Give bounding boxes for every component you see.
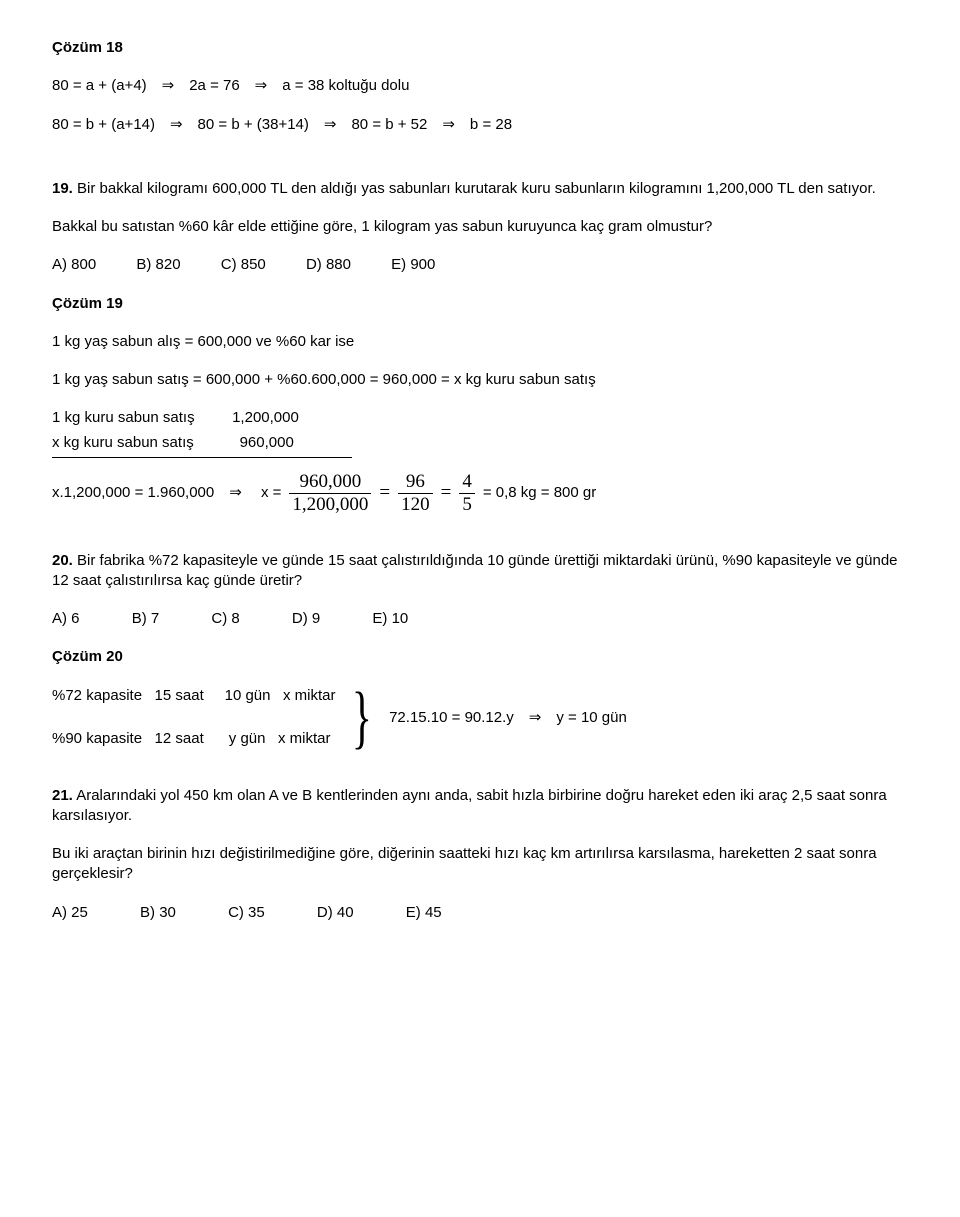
question-21-number: 21. bbox=[52, 787, 73, 804]
option-d: D) 9 bbox=[292, 610, 320, 627]
option-a: A) 6 bbox=[52, 610, 80, 627]
question-19-options: A) 800 B) 820 C) 850 D) 880 E) 900 bbox=[52, 255, 908, 275]
solution-20-title: Çözüm 20 bbox=[52, 647, 908, 667]
solution-20-row-1: %72 kapasite 15 saat 10 gün x miktar bbox=[52, 686, 335, 706]
fraction-3: 4 5 bbox=[459, 472, 475, 515]
option-e: E) 900 bbox=[391, 256, 435, 273]
right-brace-icon: } bbox=[352, 686, 372, 750]
question-20-text-a: 20. Bir fabrika %72 kapasiteyle ve günde… bbox=[52, 551, 908, 592]
option-b: B) 7 bbox=[132, 610, 160, 627]
option-b: B) 30 bbox=[140, 904, 176, 921]
solution-20-result: 72.15.10 = 90.12.y ⇒ y = 10 gün bbox=[389, 708, 627, 728]
option-e: E) 45 bbox=[406, 904, 442, 921]
fraction-2: 96 120 bbox=[398, 472, 433, 515]
calc-divider bbox=[52, 457, 352, 458]
solution-19-line-2: 1 kg yaş sabun satış = 600,000 + %60.600… bbox=[52, 370, 908, 390]
solution-19-title: Çözüm 19 bbox=[52, 294, 908, 314]
question-21-text-a: 21. Aralarındaki yol 450 km olan A ve B … bbox=[52, 786, 908, 827]
option-d: D) 880 bbox=[306, 256, 351, 273]
question-20-number: 20. bbox=[52, 552, 73, 569]
option-e: E) 10 bbox=[372, 610, 408, 627]
solution-20-brace-block: %72 kapasite 15 saat 10 gün x miktar %90… bbox=[52, 686, 908, 750]
question-21-text-b: Bu iki araçtan birinin hızı değistirilme… bbox=[52, 844, 908, 885]
question-20-options: A) 6 B) 7 C) 8 D) 9 E) 10 bbox=[52, 609, 908, 629]
solution-19-line-3: 1 kg kuru sabun satış 1,200,000 bbox=[52, 408, 908, 428]
option-d: D) 40 bbox=[317, 904, 354, 921]
option-a: A) 25 bbox=[52, 904, 88, 921]
option-a: A) 800 bbox=[52, 256, 96, 273]
option-b: B) 820 bbox=[136, 256, 180, 273]
option-c: C) 850 bbox=[221, 256, 266, 273]
solution-18-line-2: 80 = b + (a+14) ⇒ 80 = b + (38+14) ⇒ 80 … bbox=[52, 115, 908, 135]
question-19-text-b: Bakkal bu satıstan %60 kâr elde ettiğine… bbox=[52, 217, 908, 237]
solution-19-line-1: 1 kg yaş sabun alış = 600,000 ve %60 kar… bbox=[52, 332, 908, 352]
solution-18-line-1: 80 = a + (a+4) ⇒ 2a = 76 ⇒ a = 38 koltuğ… bbox=[52, 76, 908, 96]
solution-19-equation: x.1,200,000 = 1.960,000 ⇒ x = 960,000 1,… bbox=[52, 472, 908, 515]
question-19-number: 19. bbox=[52, 180, 73, 197]
solution-19-line-4: x kg kuru sabun satış 960,000 bbox=[52, 433, 908, 453]
option-c: C) 8 bbox=[211, 610, 239, 627]
option-c: C) 35 bbox=[228, 904, 265, 921]
question-21-options: A) 25 B) 30 C) 35 D) 40 E) 45 bbox=[52, 903, 908, 923]
solution-18-title: Çözüm 18 bbox=[52, 38, 908, 58]
question-19-text-a: 19. Bir bakkal kilogramı 600,000 TL den … bbox=[52, 179, 908, 199]
fraction-1: 960,000 1,200,000 bbox=[289, 472, 371, 515]
solution-20-row-2: %90 kapasite 12 saat y gün x miktar bbox=[52, 729, 335, 749]
